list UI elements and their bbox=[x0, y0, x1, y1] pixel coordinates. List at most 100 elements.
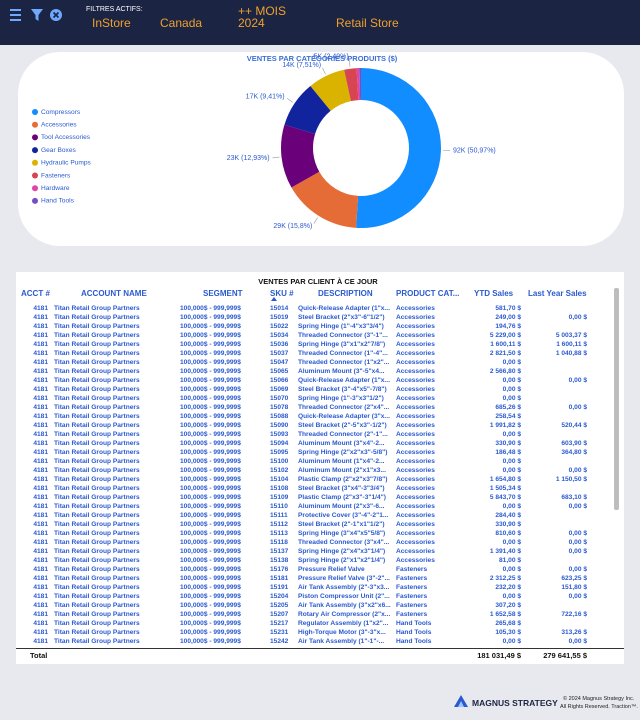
table-cell: 151,80 $ bbox=[561, 584, 587, 591]
donut-slice bbox=[356, 68, 361, 101]
table-cell: 1 150,50 $ bbox=[555, 476, 587, 483]
table-cell: Spring Hinge (2"x4"x3"1/4") bbox=[298, 548, 386, 555]
column-header[interactable]: Last Year Sales bbox=[528, 289, 587, 298]
table-cell: 15108 bbox=[270, 485, 289, 492]
table-cell: Accessories bbox=[396, 530, 435, 537]
table-cell: 4181 bbox=[33, 305, 48, 312]
table-cell: Titan Retail Group Partners bbox=[54, 575, 140, 582]
table-cell: Titan Retail Group Partners bbox=[54, 404, 140, 411]
table-cell: 284,40 $ bbox=[495, 512, 521, 519]
table-cell: 0,00 $ bbox=[502, 503, 521, 510]
table-cell: 4181 bbox=[33, 431, 48, 438]
table-cell: 4181 bbox=[33, 314, 48, 321]
table-cell: Titan Retail Group Partners bbox=[54, 521, 140, 528]
table-cell: Fasteners bbox=[396, 566, 428, 573]
table-cell: Spring Hinge (2"x2"x3"-5/8") bbox=[298, 449, 388, 456]
table-cell: Titan Retail Group Partners bbox=[54, 350, 140, 357]
table-cell: Titan Retail Group Partners bbox=[54, 557, 140, 564]
table-cell: 4181 bbox=[33, 476, 48, 483]
table-cell: Steel Bracket (3"-4"x5"-7/8") bbox=[298, 386, 387, 393]
table-cell: Titan Retail Group Partners bbox=[54, 530, 140, 537]
table-cell: 4181 bbox=[33, 323, 48, 330]
table-cell: 4181 bbox=[33, 404, 48, 411]
filter-value: Retail Store bbox=[336, 16, 399, 30]
table-cell: 15066 bbox=[270, 377, 289, 384]
table-cell: Titan Retail Group Partners bbox=[54, 548, 140, 555]
table-cell: 1 505,34 $ bbox=[489, 485, 521, 492]
table-cell: Titan Retail Group Partners bbox=[54, 422, 140, 429]
column-header[interactable]: DESCRIPTION bbox=[318, 289, 373, 298]
table-cell: Fasteners bbox=[396, 611, 428, 618]
table-cell: Pressure Relief Valve bbox=[298, 566, 365, 573]
table-cell: 0,00 $ bbox=[568, 377, 587, 384]
table-cell: Plastic Clamp (2"x3"-3"1/4") bbox=[298, 494, 387, 501]
legend-marker bbox=[32, 159, 38, 166]
table-cell: Titan Retail Group Partners bbox=[54, 413, 140, 420]
table-cell: Accessories bbox=[396, 305, 435, 312]
table-cell: 15069 bbox=[270, 386, 289, 393]
table-cell: 4181 bbox=[33, 449, 48, 456]
table-cell: Fasteners bbox=[396, 602, 428, 609]
table-cell: 2 821,50 $ bbox=[489, 350, 521, 357]
table-cell: 15047 bbox=[270, 359, 289, 366]
table-cell: Aluminum Mount (2"x3"-6... bbox=[298, 503, 385, 510]
table-cell: 4181 bbox=[33, 413, 48, 420]
table-cell: Spring Hinge (1"-4"x3"3/4") bbox=[298, 323, 384, 330]
table-cell: 4181 bbox=[33, 377, 48, 384]
table-cell: Accessories bbox=[396, 512, 435, 519]
table-cell: Titan Retail Group Partners bbox=[54, 332, 140, 339]
table-cell: Titan Retail Group Partners bbox=[54, 449, 140, 456]
filter-icon[interactable] bbox=[31, 9, 43, 21]
table-cell: 1 652,58 $ bbox=[489, 611, 521, 618]
table-cell: 15104 bbox=[270, 476, 289, 483]
column-header[interactable]: SKU # bbox=[270, 289, 294, 298]
table-cell: Titan Retail Group Partners bbox=[54, 386, 140, 393]
table-cell: Accessories bbox=[396, 449, 435, 456]
table-cell: 15181 bbox=[270, 575, 289, 582]
table-cell: 15034 bbox=[270, 332, 289, 339]
table-cell: 0,00 $ bbox=[568, 467, 587, 474]
table-cell: 0,00 $ bbox=[502, 395, 521, 402]
sort-indicator[interactable] bbox=[270, 296, 278, 302]
table-cell: 258,54 $ bbox=[495, 413, 521, 420]
table-cell: Quick-Release Adapter (1"x... bbox=[298, 305, 390, 312]
column-header[interactable]: SEGMENT bbox=[203, 289, 243, 298]
table-cell: 4181 bbox=[33, 485, 48, 492]
table-cell: Titan Retail Group Partners bbox=[54, 503, 140, 510]
table-cell: 15037 bbox=[270, 350, 289, 357]
table-cell: Accessories bbox=[396, 359, 435, 366]
table-cell: Titan Retail Group Partners bbox=[54, 584, 140, 591]
table-title: VENTES PAR CLIENT À CE JOUR bbox=[258, 277, 378, 286]
table-cell: Titan Retail Group Partners bbox=[54, 629, 140, 636]
table-cell: Air Tank Assembly (2"-3"x3... bbox=[298, 584, 390, 591]
table-cell: Titan Retail Group Partners bbox=[54, 539, 140, 546]
table-cell: Accessories bbox=[396, 494, 435, 501]
table-cell: 0,00 $ bbox=[568, 503, 587, 510]
table-cell: 364,80 $ bbox=[561, 449, 587, 456]
table-cell: 4181 bbox=[33, 593, 48, 600]
table-cell: Titan Retail Group Partners bbox=[54, 620, 140, 627]
table-cell: 100,000$ - 999,999$ bbox=[180, 305, 241, 312]
table-cell: Steel Bracket (2"-1"x1"1/2") bbox=[298, 521, 385, 528]
column-header[interactable]: ACCOUNT NAME bbox=[81, 289, 147, 298]
table-cell: Fasteners bbox=[396, 575, 428, 582]
legend-marker bbox=[32, 172, 38, 179]
table-cell: 330,90 $ bbox=[495, 440, 521, 447]
menu-icon[interactable] bbox=[10, 9, 21, 21]
donut-slice bbox=[284, 86, 331, 135]
table-cell: Accessories bbox=[396, 368, 435, 375]
scrollbar[interactable] bbox=[614, 288, 619, 510]
column-header[interactable]: ACCT # bbox=[21, 289, 50, 298]
column-header[interactable]: YTD Sales bbox=[474, 289, 514, 298]
table-cell: 0,00 $ bbox=[568, 566, 587, 573]
table-cell: 722,16 $ bbox=[561, 611, 587, 618]
table-cell: 0,00 $ bbox=[568, 593, 587, 600]
table-cell: 15109 bbox=[270, 494, 289, 501]
table-cell: Aluminum Mount (3"x4"-2... bbox=[298, 440, 385, 447]
table-cell: Accessories bbox=[396, 377, 435, 384]
table-cell: Titan Retail Group Partners bbox=[54, 638, 140, 645]
table-cell: 0,00 $ bbox=[502, 431, 521, 438]
clear-icon[interactable] bbox=[50, 9, 62, 21]
column-header[interactable]: PRODUCT CAT... bbox=[396, 289, 460, 298]
table-cell: Hand Tools bbox=[396, 638, 432, 645]
